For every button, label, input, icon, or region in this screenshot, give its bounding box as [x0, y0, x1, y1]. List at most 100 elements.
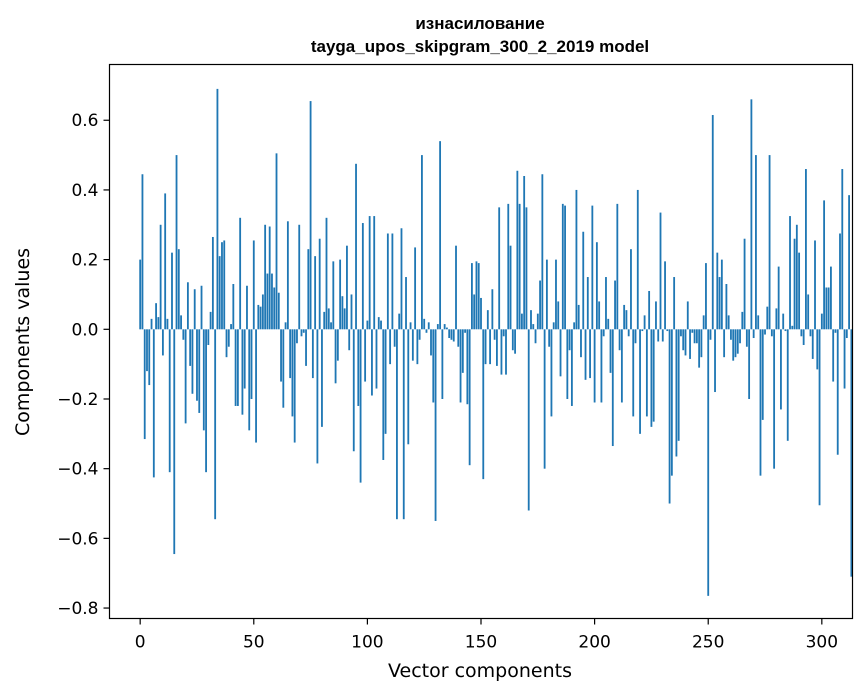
bar-157	[496, 329, 498, 366]
x-tick-label: 300	[806, 633, 838, 653]
bar-99	[364, 329, 367, 382]
x-tick-label: 100	[351, 633, 383, 653]
bar-118	[407, 329, 410, 445]
bar-311	[845, 329, 848, 339]
x-tick-label: 0	[135, 633, 146, 653]
bar-149	[477, 263, 480, 330]
bar-4	[148, 329, 151, 386]
bar-176	[539, 280, 541, 330]
bar-127	[427, 322, 430, 330]
bar-283	[782, 313, 785, 330]
bar-57	[268, 226, 271, 330]
bar-95	[355, 163, 357, 330]
bar-187	[564, 205, 566, 330]
bar-72	[302, 329, 305, 333]
bar-24	[193, 289, 196, 330]
bar-132	[439, 141, 442, 330]
bar-170	[525, 207, 528, 330]
bar-198	[589, 329, 591, 379]
bar-244	[693, 329, 696, 344]
bar-312	[848, 195, 850, 330]
x-tick-label: 150	[465, 633, 497, 653]
bar-205	[605, 277, 607, 330]
bar-135	[446, 327, 448, 330]
bar-268	[748, 329, 751, 399]
bar-288	[793, 238, 796, 330]
bar-164	[511, 329, 514, 351]
bar-280	[775, 308, 778, 330]
bar-177	[541, 174, 544, 330]
bar-98	[361, 223, 364, 330]
bar-230	[661, 329, 664, 342]
bar-26	[198, 329, 201, 413]
bar-256	[720, 259, 723, 330]
bar-61	[277, 292, 280, 330]
bar-180	[548, 329, 551, 347]
bar-54	[261, 294, 264, 330]
bar-51	[255, 329, 257, 443]
bar-201	[595, 242, 598, 330]
bar-220	[639, 329, 641, 434]
bar-90	[343, 308, 346, 330]
bar-110	[389, 329, 392, 365]
bar-116	[402, 329, 405, 520]
bar-174	[534, 329, 537, 344]
bar-232	[666, 329, 669, 332]
bar-246	[698, 329, 701, 368]
bar-299	[818, 329, 821, 506]
bar-213	[623, 304, 626, 330]
bar-209	[614, 280, 616, 330]
bar-196	[584, 329, 587, 380]
bar-234	[670, 329, 673, 476]
y-tick-label: −0.6	[57, 529, 98, 549]
bar-267	[745, 329, 748, 347]
bar-93	[350, 294, 353, 330]
bar-111	[391, 233, 394, 330]
bar-112	[393, 329, 396, 347]
bar-86	[334, 329, 337, 384]
bar-217	[632, 329, 635, 417]
bar-52	[257, 304, 260, 330]
bar-2	[143, 329, 146, 440]
bar-39	[227, 329, 230, 347]
bar-25	[196, 329, 198, 401]
bar-3	[146, 329, 148, 372]
bar-218	[634, 329, 637, 344]
bar-185	[559, 329, 562, 377]
bar-36	[221, 242, 223, 330]
bar-38	[225, 329, 228, 358]
bar-146	[471, 263, 473, 330]
bar-227	[655, 301, 657, 330]
bar-32	[211, 236, 214, 330]
bar-313	[850, 329, 853, 577]
bar-258	[725, 284, 728, 330]
bar-78	[316, 329, 319, 464]
bar-147	[473, 294, 476, 330]
bar-290	[798, 252, 801, 330]
bar-27	[200, 285, 203, 330]
bar-193	[577, 304, 580, 330]
bar-249	[705, 263, 707, 330]
bar-12	[166, 318, 169, 330]
bar-253	[714, 329, 716, 393]
bar-60	[275, 153, 278, 330]
bar-143	[464, 329, 467, 333]
bar-297	[814, 240, 816, 330]
bar-46	[243, 329, 246, 389]
bar-63	[282, 329, 285, 408]
bar-8	[157, 317, 160, 330]
bar-65	[286, 221, 289, 330]
bar-277	[768, 155, 771, 330]
bar-10	[161, 329, 164, 356]
bar-131	[436, 324, 439, 330]
bar-203	[600, 329, 603, 403]
bar-225	[650, 329, 653, 427]
bar-109	[386, 233, 389, 330]
bar-120	[411, 329, 414, 361]
bar-11	[164, 193, 167, 330]
bar-291	[800, 329, 803, 337]
bar-240	[684, 329, 687, 356]
bar-16	[175, 155, 178, 330]
y-tick-label: 0.0	[71, 320, 98, 340]
bar-138	[452, 329, 455, 342]
